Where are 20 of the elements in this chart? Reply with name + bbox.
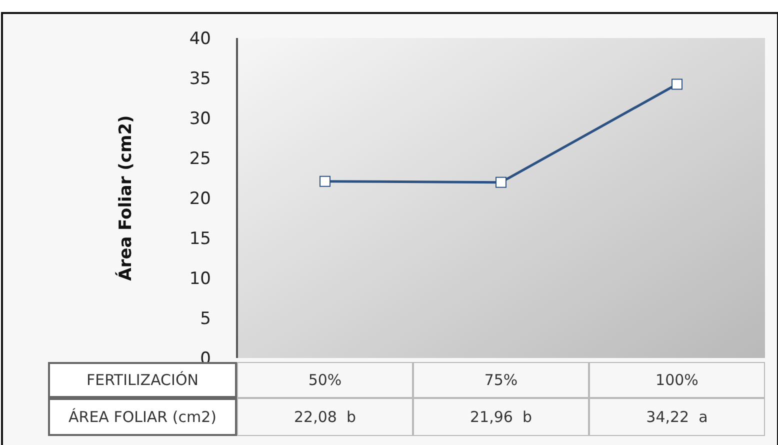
- point: [496, 176, 506, 188]
- y-tick-label: 15: [189, 229, 211, 250]
- point: [672, 78, 682, 90]
- x-tick-label: 50%: [237, 362, 413, 398]
- x-tick-label: 75%: [413, 362, 589, 398]
- point: [320, 176, 330, 187]
- data-label: 21,96 b: [413, 398, 589, 436]
- y-tick-label: 5: [200, 309, 211, 330]
- x-tick-label: 100%: [589, 362, 765, 398]
- y-tick-label: 10: [189, 269, 211, 290]
- x-axis-title: FERTILIZACIÓN: [86, 371, 198, 389]
- y-tick-label: 35: [189, 69, 211, 90]
- y-tick-label: 25: [189, 149, 211, 170]
- y-tick-label: 30: [189, 109, 211, 130]
- text: ÁREA FOLIAR (cm2): [48, 398, 237, 436]
- data-label: 34,22 a: [589, 398, 765, 436]
- y-tick-label: 20: [189, 189, 211, 210]
- data-label: 22,08 b: [237, 398, 413, 436]
- y-axis-title: Área Foliar (cm2): [115, 115, 136, 281]
- y-tick-label: 40: [189, 29, 211, 50]
